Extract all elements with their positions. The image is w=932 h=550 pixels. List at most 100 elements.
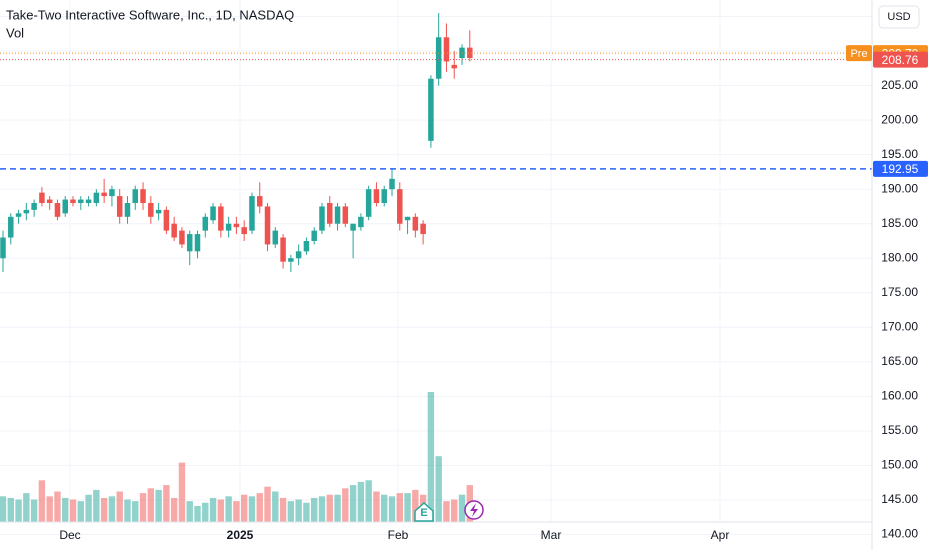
- price-label-box: [873, 160, 928, 177]
- volume-bar: [240, 494, 248, 522]
- volume-bar: [295, 499, 302, 522]
- volume-bar: [93, 489, 100, 522]
- volume-bar: [334, 494, 341, 522]
- candle-body: [319, 206, 325, 231]
- dividend-icon[interactable]: [464, 500, 484, 520]
- y-tick-label: 160.00: [881, 389, 918, 403]
- volume-bar: [373, 491, 380, 522]
- candle-body: [404, 216, 411, 221]
- x-tick-label: Mar: [541, 528, 562, 542]
- volume-bar: [62, 497, 69, 522]
- candle-body: [295, 251, 302, 259]
- candle-body: [132, 189, 139, 203]
- earnings-badge[interactable]: E: [420, 507, 427, 519]
- volume-bar: [225, 496, 232, 522]
- candle-body: [451, 64, 457, 69]
- volume-bar: [279, 497, 287, 522]
- candle-pane: [0, 13, 473, 273]
- candle-body: [342, 206, 349, 224]
- volume-bar: [202, 502, 209, 522]
- candle-body: [70, 199, 76, 203]
- volume-bar: [155, 489, 162, 522]
- price-lines: [0, 52, 872, 170]
- candle-body: [412, 216, 419, 231]
- chart-title: Take-Two Interactive Software, Inc., 1D,…: [6, 7, 294, 22]
- candle-body: [186, 234, 193, 252]
- candle-body: [256, 196, 263, 207]
- candle-body: [78, 199, 84, 203]
- volume-bar: [139, 493, 147, 522]
- candle-body: [85, 199, 92, 203]
- x-tick-label: Apr: [711, 528, 730, 542]
- volume-label: Vol: [6, 25, 24, 40]
- candle-body: [303, 240, 310, 252]
- candle-body: [365, 189, 372, 217]
- currency-button[interactable]: [878, 5, 920, 29]
- candle-body: [334, 206, 341, 224]
- candle-body: [381, 189, 387, 203]
- volume-bar: [178, 462, 186, 522]
- earnings-icon[interactable]: E: [414, 501, 434, 522]
- candle-body: [124, 203, 131, 217]
- volume-bar: [326, 494, 333, 522]
- volume-bar: [318, 496, 326, 522]
- volume-bar: [427, 392, 435, 522]
- candle-body: [46, 199, 53, 203]
- candle-body: [101, 192, 107, 197]
- volume-bar: [287, 501, 295, 522]
- candle-body: [62, 199, 68, 214]
- volume-bar: [132, 501, 139, 522]
- volume-bar: [30, 499, 38, 522]
- candle-body: [389, 178, 395, 190]
- candle-body: [280, 237, 286, 262]
- y-tick-label: 165.00: [881, 354, 918, 368]
- candle-body: [311, 230, 317, 241]
- candle-body: [155, 209, 162, 214]
- candle-body: [443, 37, 450, 62]
- x-tick-label: Dec: [59, 528, 80, 542]
- volume-bar: [100, 497, 108, 522]
- volume-bar: [365, 480, 372, 522]
- y-tick-label: 150.00: [881, 458, 918, 472]
- candle-body: [163, 209, 170, 231]
- candle-body: [241, 227, 247, 235]
- candle-body: [428, 78, 434, 141]
- volume-bar: [23, 493, 30, 522]
- currency[interactable]: USD: [887, 11, 910, 23]
- y-tick-label: 155.00: [881, 423, 918, 437]
- volume-bar: [233, 501, 240, 522]
- candle-body: [373, 189, 380, 203]
- candle-body: [397, 189, 403, 224]
- earnings-shape[interactable]: [414, 501, 434, 522]
- volume-bar: [85, 494, 92, 522]
- volume-bar: [186, 501, 193, 522]
- volume-bar: [342, 488, 349, 522]
- candle-body: [264, 206, 271, 245]
- y-tick-label: 145.00: [881, 492, 918, 506]
- volume-bar: [256, 493, 263, 522]
- price-tag: Pre: [850, 48, 867, 60]
- y-tick-label: 190.00: [881, 181, 918, 195]
- candle-body: [288, 258, 294, 262]
- volume-bar: [404, 493, 411, 522]
- lightning[interactable]: [470, 503, 478, 517]
- volume-bar: [147, 488, 155, 522]
- time-axis: Dec 2025 Feb Mar Apr: [59, 528, 729, 542]
- volume-bar: [388, 496, 396, 522]
- price-label-box: [873, 51, 928, 68]
- volume-bar: [163, 485, 170, 522]
- volume-bar: [396, 493, 403, 522]
- y-tick-label: 170.00: [881, 319, 918, 333]
- candle-body: [233, 223, 240, 228]
- candle-body: [31, 203, 37, 210]
- candle-body: [109, 189, 115, 197]
- volume-bar: [124, 499, 131, 522]
- candle-body: [420, 223, 426, 235]
- volume-pane: [0, 392, 473, 522]
- candle-body: [148, 203, 154, 217]
- volume-bar: [15, 499, 22, 522]
- candle-body: [225, 223, 232, 231]
- volume-bar: [451, 499, 458, 522]
- volume-bar: [264, 486, 271, 522]
